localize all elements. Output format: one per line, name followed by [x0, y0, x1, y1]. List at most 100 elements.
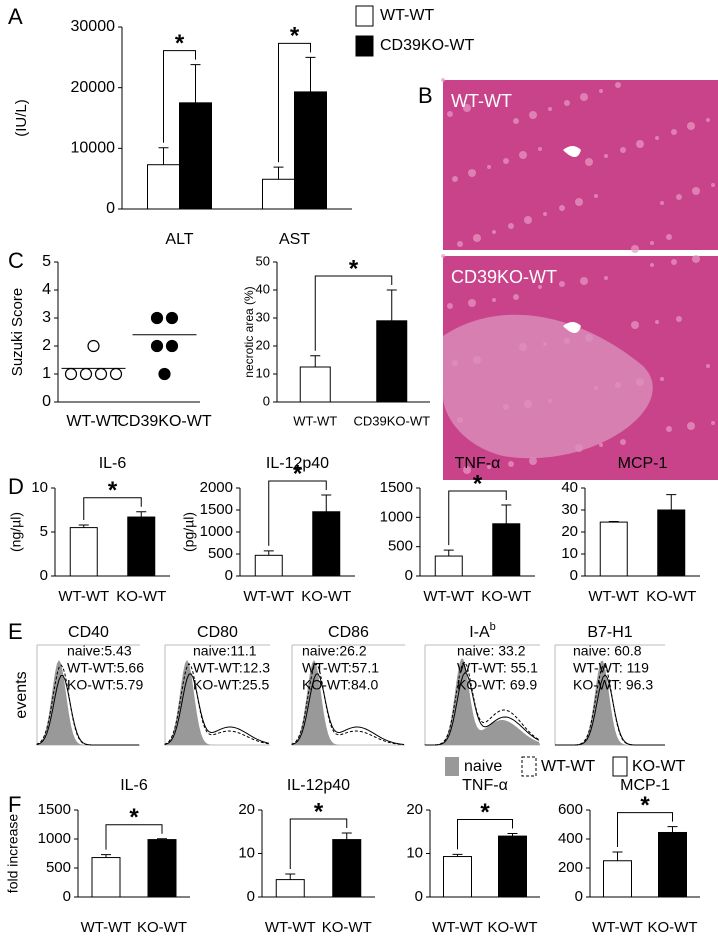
naive-histogram — [555, 660, 665, 745]
flow-stat: KO-WT:5.79 — [67, 677, 143, 693]
tissue-texture — [676, 194, 682, 200]
tissue-texture — [452, 176, 458, 182]
flow-stat: naive: 33.2 — [457, 643, 526, 659]
y-tick-label: 0 — [575, 888, 583, 905]
dot — [165, 311, 179, 325]
flow-title-text: CD86 — [328, 624, 369, 641]
legend-swatch — [355, 5, 374, 27]
panel-letter: A — [8, 4, 23, 29]
y-tick-label: 30 — [561, 501, 578, 518]
significance-label: * — [480, 799, 490, 826]
tissue-texture — [660, 377, 664, 381]
error-bar — [305, 56, 316, 92]
y-tick-label: 20 — [256, 337, 270, 352]
flow-title-sup: b — [490, 621, 496, 633]
tissue-texture — [543, 212, 547, 216]
tissue-texture — [463, 104, 471, 112]
ko-histogram — [555, 674, 665, 746]
y-tick-label: 3 — [42, 309, 51, 326]
tissue-texture — [615, 82, 621, 88]
micrograph-label: WT-WT — [451, 91, 512, 111]
y-tick-label: 40 — [561, 479, 578, 496]
x-tick-label: KO-WT — [301, 588, 351, 605]
y-tick-label: 200 — [558, 859, 583, 876]
x-tick-label: AST — [279, 231, 310, 248]
error-bar — [157, 838, 167, 840]
tissue-texture — [650, 263, 654, 267]
tissue-texture — [671, 129, 677, 135]
tissue-texture — [636, 140, 644, 148]
significance-label: * — [108, 477, 118, 504]
x-tick-label: WT-WT — [432, 919, 483, 936]
significance-bracket — [617, 812, 673, 848]
y-tick-label: 0 — [42, 393, 51, 410]
error-bar — [263, 550, 274, 556]
x-tick-label: WT-WT — [243, 588, 294, 605]
tissue-texture — [468, 169, 476, 177]
significance-label: * — [129, 804, 139, 831]
tissue-texture — [441, 254, 445, 258]
y-tick-label: 1500 — [380, 479, 413, 496]
y-tick-label: 1000 — [380, 508, 413, 525]
tissue-texture — [492, 230, 496, 234]
bar — [312, 511, 341, 577]
tissue-texture — [599, 89, 603, 93]
tissue-texture — [548, 107, 552, 111]
significance-label: * — [473, 470, 483, 497]
ko-histogram — [291, 673, 405, 745]
y-tick-label: 1500 — [38, 801, 71, 818]
y-axis-label: fold increase — [5, 814, 21, 894]
x-tick-label: WT-WT — [66, 413, 120, 430]
y-tick-label: 10 — [406, 844, 423, 861]
x-tick-label: KO-WT — [648, 919, 698, 936]
bar — [91, 857, 121, 898]
y-axis-label: necrotic area (%) — [242, 286, 256, 377]
wt-histogram — [291, 663, 405, 746]
naive-histogram — [425, 658, 540, 745]
legend-swatch — [355, 35, 374, 57]
y-tick-label: 1000 — [200, 523, 233, 540]
y-tick-label: 500 — [46, 859, 71, 876]
tissue-texture — [599, 443, 603, 447]
y-tick-label: 0 — [106, 200, 115, 217]
tissue-texture — [655, 136, 659, 140]
tissue-texture — [585, 158, 593, 166]
tissue-texture — [660, 201, 664, 205]
y-tick-label: 1 — [42, 365, 51, 382]
error-bar — [285, 873, 296, 880]
significance-label: * — [349, 255, 359, 282]
significance-label: * — [293, 460, 303, 487]
y-tick-label: 10 — [31, 479, 48, 496]
significance-bracket — [83, 497, 142, 520]
tissue-texture — [457, 241, 463, 247]
dot — [109, 367, 123, 381]
tissue-texture — [711, 183, 715, 187]
flow-title: CD40 — [68, 624, 109, 641]
tissue-texture — [692, 187, 700, 195]
bar — [657, 509, 686, 577]
y-tick-label: 600 — [558, 801, 583, 818]
tissue-texture — [692, 255, 700, 263]
legend-swatch — [521, 756, 537, 777]
tissue-texture — [513, 294, 519, 300]
x-tick-label: WT-WT — [293, 413, 337, 428]
flow-title-text: B7-H1 — [587, 624, 632, 641]
flow-title-text: I-A — [469, 624, 490, 641]
y-tick-label: 0 — [570, 567, 578, 584]
naive-histogram — [292, 660, 405, 745]
x-tick-label: KO-WT — [481, 588, 531, 605]
error-bar — [452, 853, 463, 857]
bar — [262, 178, 295, 210]
y-tick-label: 1000 — [38, 830, 71, 847]
panel-letter: C — [8, 248, 24, 273]
y-tick-label: 4 — [42, 281, 51, 298]
dot — [64, 367, 78, 381]
y-axis-label: events — [13, 671, 30, 718]
dot — [79, 367, 93, 381]
x-tick-label: WT-WT — [423, 588, 474, 605]
flow-stat: KO-WT: 96.3 — [573, 677, 653, 693]
panel-letter: D — [8, 474, 24, 499]
legend-label: naive — [464, 758, 502, 775]
y-tick-label: 0 — [63, 888, 71, 905]
